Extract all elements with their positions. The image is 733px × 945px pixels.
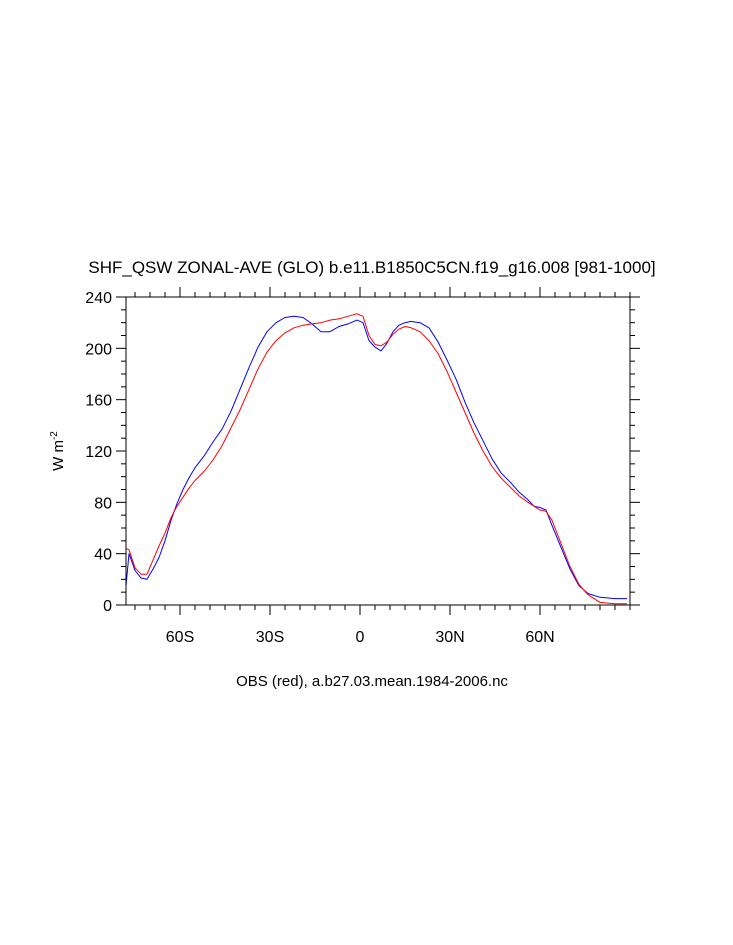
tick-labels-layer: 0 40 80 120 160 200 240 60S 30S 0 30N 60N [85, 290, 554, 646]
y-tick-label: 80 [94, 495, 112, 512]
y-tick-label: 40 [94, 547, 112, 564]
x-tick-label: 60N [525, 629, 554, 646]
x-tick-label: 0 [356, 629, 365, 646]
y-axis-label: W m-2 [49, 431, 67, 471]
model-series-line [126, 315, 627, 600]
y-tick-label: 120 [85, 444, 112, 461]
y-axis-label-text: W m [50, 440, 67, 471]
series-layer [126, 313, 627, 605]
y-tick-label: 200 [85, 341, 112, 358]
y-tick-label: 160 [85, 393, 112, 410]
x-tick-label: 30N [435, 629, 464, 646]
chart-title: SHF_QSW ZONAL-AVE (GLO) b.e11.B1850C5CN.… [88, 258, 655, 277]
x-tick-label: 60S [166, 629, 194, 646]
obs-series-line [126, 313, 627, 605]
ticks-layer [116, 287, 640, 615]
y-tick-label: 0 [103, 598, 112, 615]
y-axis-label-exponent: -2 [49, 431, 60, 440]
x-tick-label: 30S [256, 629, 284, 646]
y-tick-label: 240 [85, 290, 112, 307]
footnote: OBS (red), a.b27.03.mean.1984-2006.nc [236, 673, 508, 690]
plot-frame [125, 296, 631, 606]
